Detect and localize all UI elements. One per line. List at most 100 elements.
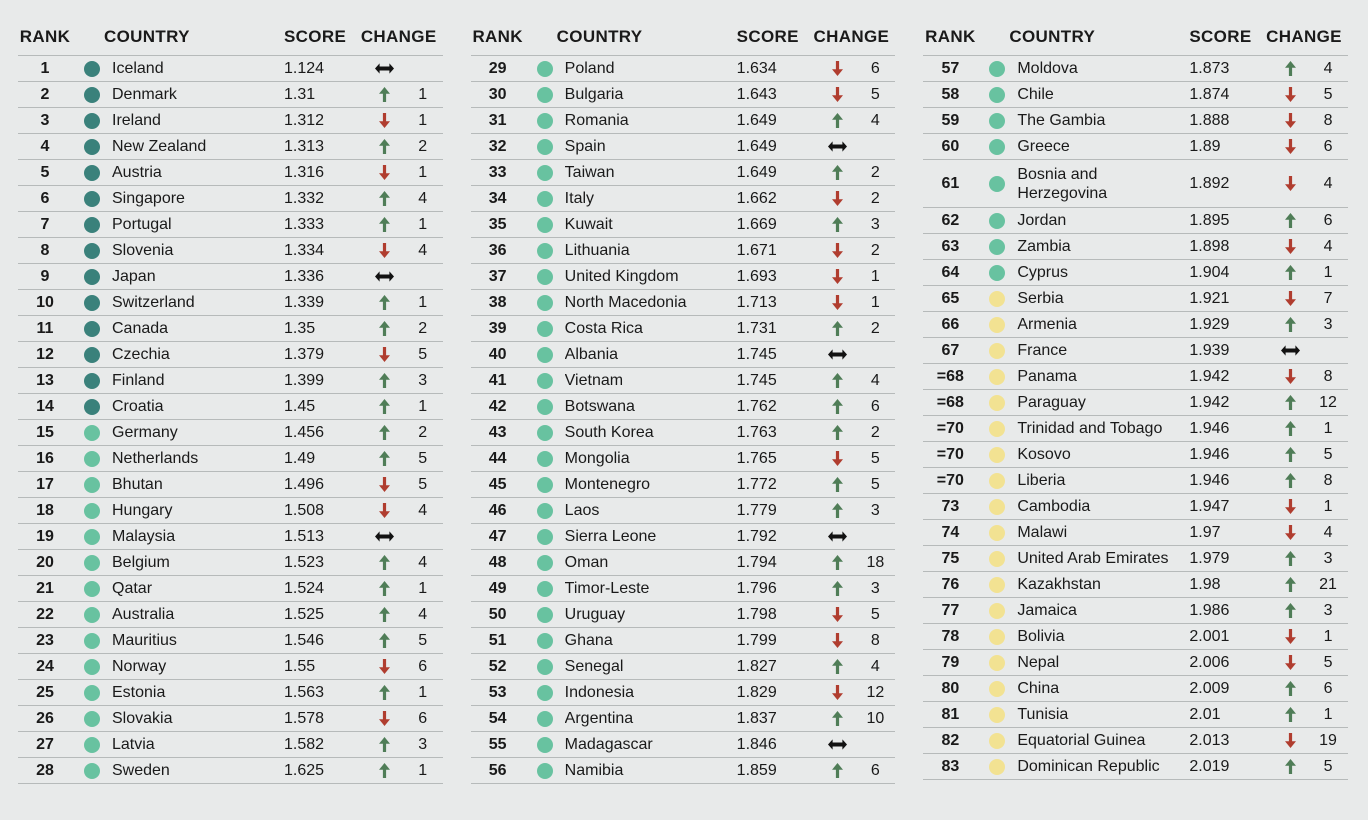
country-name: Madagascar <box>564 736 653 753</box>
change-value: 2 <box>870 424 880 441</box>
score-value: 1.929 <box>1189 316 1230 333</box>
tier-dot-cell <box>72 372 112 389</box>
change-cell: 5 <box>355 631 443 650</box>
table-row: 67 France 1.939 <box>923 337 1349 363</box>
change-cell: 6 <box>1260 137 1348 156</box>
table-row: 50 Uruguay 1.798 5 <box>470 601 896 627</box>
tier-dot-cell <box>525 138 565 155</box>
table-row: 42 Botswana 1.762 6 <box>470 393 896 419</box>
change-direction <box>371 87 399 102</box>
up-arrow-icon <box>1284 551 1296 566</box>
up-arrow-icon <box>1284 681 1296 696</box>
change-cell: 1 <box>355 683 443 702</box>
change-cell: 6 <box>807 761 895 780</box>
down-arrow-icon <box>831 243 843 258</box>
score-value: 1.89 <box>1189 138 1221 155</box>
country-name: Bulgaria <box>564 86 624 103</box>
change-direction <box>823 739 851 750</box>
tier-dot-cell <box>977 238 1017 255</box>
score-tier-dot <box>989 175 1006 192</box>
change-value: 3 <box>418 372 428 389</box>
score-tier-dot <box>536 632 553 649</box>
score-tier-dot <box>536 242 553 259</box>
change-direction <box>1276 291 1304 306</box>
change-value: 5 <box>418 450 428 467</box>
up-arrow-icon <box>831 165 843 180</box>
down-arrow-icon <box>831 607 843 622</box>
table-row: 36 Lithuania 1.671 2 <box>470 237 896 263</box>
down-arrow-icon <box>379 659 391 674</box>
table-header: RANK COUNTRY SCORE CHANGE <box>471 20 896 46</box>
country-name: Argentina <box>564 710 634 727</box>
score-tier-dot <box>84 320 100 337</box>
tier-dot-cell <box>977 550 1017 567</box>
table-row: 17 Bhutan 1.496 5 <box>18 471 443 497</box>
change-direction <box>1276 395 1304 410</box>
table-body: 29 Poland 1.634 6 30 Bulgaria 1.643 5 31… <box>470 55 896 784</box>
score-tier-dot <box>989 498 1006 515</box>
score-value: 1.35 <box>284 320 316 337</box>
up-arrow-icon <box>379 295 391 310</box>
change-direction <box>823 659 851 674</box>
change-direction <box>371 113 399 128</box>
country-name: Qatar <box>112 580 153 597</box>
table-row: 64 Cyprus 1.904 1 <box>923 259 1349 285</box>
table-row: 66 Armenia 1.929 3 <box>923 311 1349 337</box>
score-tier-dot <box>84 502 100 519</box>
rank-cell: 2 <box>40 86 50 103</box>
change-cell: 4 <box>355 189 443 208</box>
tier-dot-cell <box>72 736 112 753</box>
rank-cell: 6 <box>40 190 50 207</box>
score-value: 2.009 <box>1189 680 1230 697</box>
up-arrow-icon <box>379 633 391 648</box>
change-direction <box>823 531 851 542</box>
table-row: 18 Hungary 1.508 4 <box>18 497 443 523</box>
tier-dot-cell <box>72 658 112 675</box>
rank-cell: 23 <box>36 632 54 649</box>
tier-dot-cell <box>72 268 112 285</box>
table-body: 57 Moldova 1.873 4 58 Chile 1.874 5 59 T… <box>923 55 1349 780</box>
country-name: Belgium <box>112 554 170 571</box>
change-cell: 6 <box>1260 679 1348 698</box>
up-arrow-icon <box>379 321 391 336</box>
change-value: 1 <box>1323 420 1333 437</box>
up-arrow-icon <box>1284 707 1296 722</box>
change-cell: 3 <box>1260 549 1348 568</box>
score-value: 1.829 <box>736 684 777 701</box>
score-value: 1.874 <box>1189 86 1230 103</box>
score-tier-dot <box>84 762 100 779</box>
down-arrow-icon <box>1284 176 1296 191</box>
rank-cell: 27 <box>36 736 54 753</box>
change-direction <box>371 503 399 518</box>
score-value: 1.772 <box>736 476 777 493</box>
country-name: Singapore <box>112 190 185 207</box>
change-cell: 4 <box>355 501 443 520</box>
score-value: 1.798 <box>736 606 777 623</box>
change-cell: 2 <box>355 423 443 442</box>
change-direction <box>1276 176 1304 191</box>
rank-cell: 76 <box>941 576 960 593</box>
country-name: Costa Rica <box>564 320 643 337</box>
rank-cell: 19 <box>36 528 54 545</box>
rank-cell: 49 <box>488 580 507 597</box>
score-tier-dot <box>84 632 100 649</box>
score-value: 1.888 <box>1189 112 1230 129</box>
table-row: 33 Taiwan 1.649 2 <box>470 159 896 185</box>
score-value: 1.827 <box>736 658 777 675</box>
table-row: 13 Finland 1.399 3 <box>18 367 443 393</box>
table-row: 3 Ireland 1.312 1 <box>18 107 443 133</box>
score-value: 1.643 <box>736 86 777 103</box>
score-value: 2.01 <box>1189 706 1221 723</box>
down-arrow-icon <box>831 295 843 310</box>
score-value: 2.013 <box>1189 732 1230 749</box>
up-arrow-icon <box>831 711 843 726</box>
change-direction <box>823 113 851 128</box>
score-value: 1.31 <box>284 86 316 103</box>
score-tier-dot <box>536 476 553 493</box>
column-header-country: COUNTRY <box>556 27 643 46</box>
rank-cell: 64 <box>941 264 960 281</box>
tier-dot-cell <box>977 290 1017 307</box>
change-value: 4 <box>870 372 880 389</box>
country-name: Bhutan <box>112 476 163 493</box>
country-name: Netherlands <box>112 450 199 467</box>
